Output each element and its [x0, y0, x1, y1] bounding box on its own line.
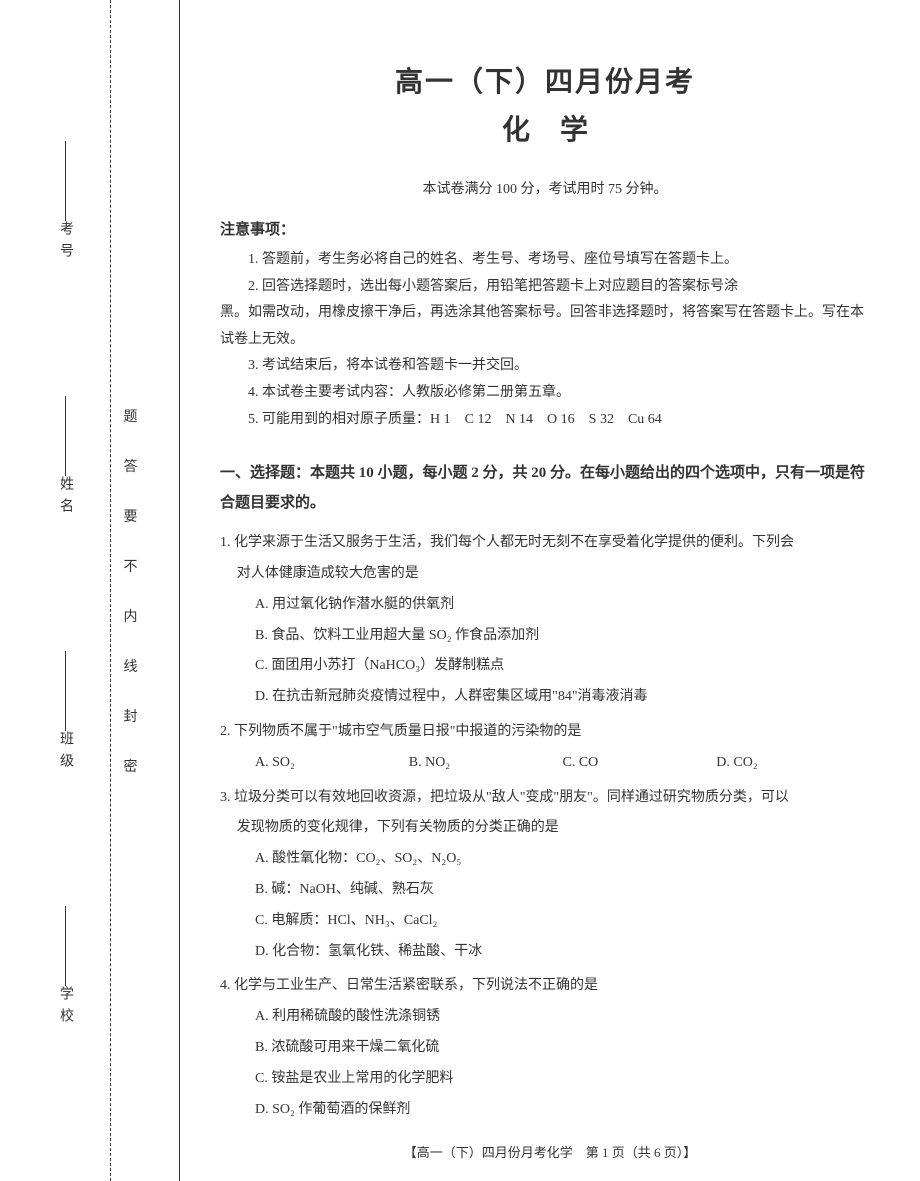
- q3-option-b: B. 碱：NaOH、纯碱、熟石灰: [220, 875, 870, 906]
- label-group-class: 班级: [55, 651, 75, 785]
- q3-text: 3. 垃圾分类可以有效地回收资源，把垃圾从"敌人"变成"朋友"。同样通过研究物质…: [220, 783, 870, 814]
- seal-char: 内: [124, 606, 138, 626]
- label-group-school: 学校: [55, 906, 75, 1040]
- q4-option-c: C. 铵盐是农业上常用的化学肥料: [220, 1064, 870, 1095]
- seal-char: 不: [124, 556, 138, 576]
- seal-char: 要: [124, 506, 138, 526]
- q4-option-a: A. 利用稀硫酸的酸性洗涤铜锈: [220, 1002, 870, 1033]
- q2-option-b: B. NO₂: [409, 748, 563, 779]
- seal-char: 密: [124, 756, 138, 776]
- seal-char: 封: [124, 706, 138, 726]
- underline: [65, 651, 66, 731]
- label-name: 姓名: [55, 476, 75, 520]
- notice-item-2-cont: 黑。如需改动，用橡皮擦干净后，再选涂其他答案标号。回答非选择题时，将答案写在答题…: [220, 300, 870, 353]
- q1-text-cont: 对人体健康造成较大危害的是: [220, 559, 870, 590]
- exam-info: 本试卷满分 100 分，考试用时 75 分钟。: [220, 178, 870, 198]
- notice-item-5: 5. 可能用到的相对原子质量：H 1 C 12 N 14 O 16 S 32 C…: [220, 407, 870, 434]
- section-1-title: 一、选择题：本题共 10 小题，每小题 2 分，共 20 分。在每小题给出的四个…: [220, 458, 870, 518]
- q3-option-a: A. 酸性氧化物：CO₂、SO₂、N₂O₅: [220, 844, 870, 875]
- seal-char: 题: [124, 406, 138, 426]
- q4-option-d: D. SO₂ 作葡萄酒的保鲜剂: [220, 1095, 870, 1126]
- q1-option-c: C. 面团用小苏打（NaHCO₃）发酵制糕点: [220, 651, 870, 682]
- q3-option-c: C. 电解质：HCl、NH₃、CaCl₂: [220, 906, 870, 937]
- page-footer: 【高一（下）四月份月考化学 第 1 页（共 6 页）】: [180, 1142, 920, 1161]
- question-4: 4. 化学与工业生产、日常生活紧密联系，下列说法不正确的是 A. 利用稀硫酸的酸…: [220, 971, 870, 1125]
- q2-option-d: D. CO₂: [716, 748, 870, 779]
- notice-title: 注意事项：: [220, 218, 870, 239]
- label-group-name: 姓名: [55, 396, 75, 530]
- binding-sidebar: 考号 姓名 班级 学校 题 答 要 不: [0, 0, 180, 1181]
- seal-line: 题 答 要 不 内 线 封 密: [110, 0, 150, 1181]
- q1-text: 1. 化学来源于生活又服务于生活，我们每个人都无时无刻不在享受着化学提供的便利。…: [220, 528, 870, 559]
- label-group-examid: 考号: [55, 141, 75, 275]
- underline: [65, 906, 66, 986]
- q4-text: 4. 化学与工业生产、日常生活紧密联系，下列说法不正确的是: [220, 971, 870, 1002]
- label-school: 学校: [55, 986, 75, 1030]
- q1-option-b: B. 食品、饮料工业用超大量 SO₂ 作食品添加剂: [220, 621, 870, 652]
- sidebar-inner: 考号 姓名 班级 学校 题 答 要 不: [40, 0, 180, 1181]
- sidebar-labels: 考号 姓名 班级 学校: [40, 0, 90, 1181]
- page-container: 考号 姓名 班级 学校 题 答 要 不: [0, 0, 920, 1181]
- seal-char: 答: [124, 456, 138, 476]
- q2-option-c: C. CO: [563, 748, 717, 779]
- underline: [65, 396, 66, 476]
- q2-option-a: A. SO₂: [255, 748, 409, 779]
- exam-title-main: 高一（下）四月份月考: [220, 60, 870, 100]
- q2-options-row: A. SO₂ B. NO₂ C. CO D. CO₂: [220, 748, 870, 779]
- seal-char: 线: [124, 656, 138, 676]
- notice-item-4: 4. 本试卷主要考试内容：人教版必修第二册第五章。: [220, 380, 870, 407]
- main-content: 高一（下）四月份月考 化学 本试卷满分 100 分，考试用时 75 分钟。 注意…: [180, 0, 920, 1181]
- question-2: 2. 下列物质不属于"城市空气质量日报"中报道的污染物的是 A. SO₂ B. …: [220, 717, 870, 779]
- exam-title-subject: 化学: [220, 108, 870, 148]
- q3-text-cont: 发现物质的变化规律，下列有关物质的分类正确的是: [220, 813, 870, 844]
- question-1: 1. 化学来源于生活又服务于生活，我们每个人都无时无刻不在享受着化学提供的便利。…: [220, 528, 870, 713]
- q2-text: 2. 下列物质不属于"城市空气质量日报"中报道的污染物的是: [220, 717, 870, 748]
- q4-option-b: B. 浓硫酸可用来干燥二氧化硫: [220, 1033, 870, 1064]
- q3-option-d: D. 化合物：氢氧化铁、稀盐酸、干冰: [220, 937, 870, 968]
- notice-item-2: 2. 回答选择题时，选出每小题答案后，用铅笔把答题卡上对应题目的答案标号涂: [220, 274, 870, 301]
- notice-item-3: 3. 考试结束后，将本试卷和答题卡一并交回。: [220, 353, 870, 380]
- label-class: 班级: [55, 731, 75, 775]
- q1-option-a: A. 用过氧化钠作潜水艇的供氧剂: [220, 590, 870, 621]
- label-examid: 考号: [55, 221, 75, 265]
- notice-item-1: 1. 答题前，考生务必将自己的姓名、考生号、考场号、座位号填写在答题卡上。: [220, 247, 870, 274]
- underline: [65, 141, 66, 221]
- question-3: 3. 垃圾分类可以有效地回收资源，把垃圾从"敌人"变成"朋友"。同样通过研究物质…: [220, 783, 870, 968]
- q1-option-d: D. 在抗击新冠肺炎疫情过程中，人群密集区域用"84"消毒液消毒: [220, 682, 870, 713]
